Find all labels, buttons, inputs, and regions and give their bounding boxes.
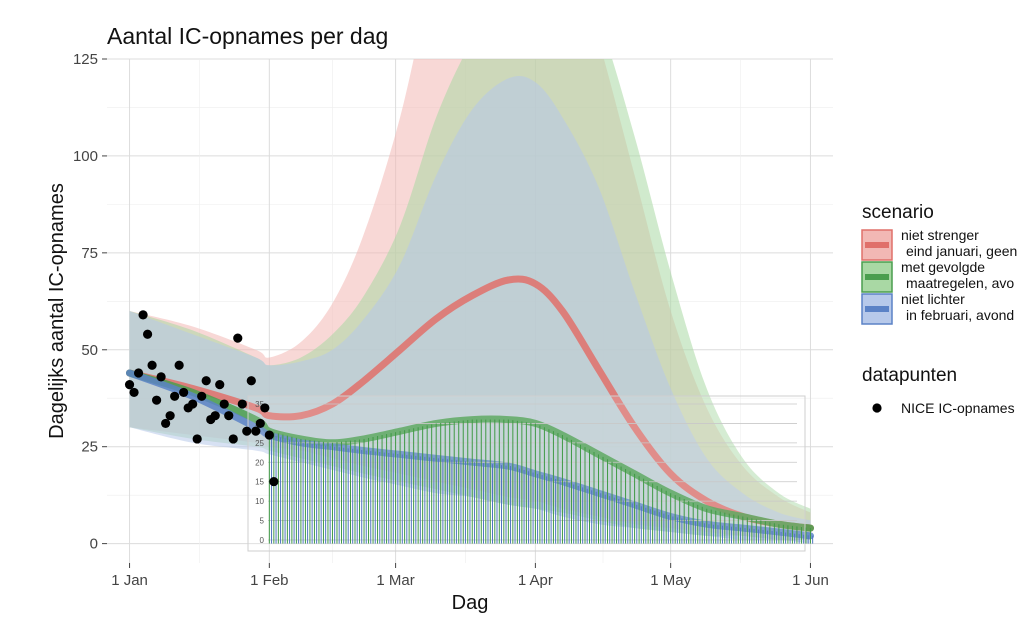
datapoint (197, 391, 207, 401)
line-niet-strenger (126, 275, 814, 532)
legend-key-datapoint (872, 403, 882, 413)
nice-datapoints (124, 310, 279, 487)
datapoint (188, 399, 198, 409)
datapoint (156, 372, 166, 382)
y-tick-label: 75 (81, 245, 98, 262)
datapoint (246, 376, 256, 386)
legend-label-niet-lichter: niet lichter (901, 291, 965, 307)
datapoint (192, 434, 202, 444)
datapoint (264, 430, 274, 440)
legend-datapunten-title: datapunten (862, 365, 957, 386)
datapoint (251, 426, 261, 436)
legend-scenario-title: scenario (862, 202, 934, 223)
legend-label-niet-strenger: niet strenger (901, 227, 979, 243)
x-tick-label: 1 Apr (518, 572, 553, 589)
datapoint (165, 411, 175, 421)
datapoint (152, 395, 162, 405)
x-tick-label: 1 Feb (250, 572, 288, 589)
x-axis-title: Dag (452, 592, 489, 614)
legend-label-cont: eind januari, geen (906, 243, 1017, 259)
datapoint (124, 380, 135, 390)
datapoint (210, 411, 220, 421)
x-tick-label: 1 Jan (111, 572, 148, 589)
y-tick-label: 50 (81, 342, 98, 359)
datapoint (147, 360, 157, 370)
datapoint (228, 434, 238, 444)
x-tick-label: 1 May (650, 572, 691, 589)
legend-label-cont: maatregelen, avo (906, 275, 1014, 291)
datapoint (170, 391, 180, 401)
inset-tick-label: 15 (255, 478, 264, 487)
legend-label-cont: in februari, avond (906, 307, 1014, 323)
inset-tick-label: 10 (255, 497, 264, 506)
y-tick-label: 0 (90, 536, 98, 553)
datapoint (179, 387, 189, 398)
y-tick-label: 100 (73, 148, 98, 165)
datapoint (233, 333, 243, 343)
inset-tick-label: 35 (255, 400, 264, 409)
inset-tick-label: 0 (260, 536, 265, 545)
datapoint (260, 403, 270, 413)
datapoint (138, 310, 148, 320)
band-niet-lichter (129, 75, 811, 544)
datapoint (129, 387, 139, 398)
chart-title: Aantal IC-opnames per dag (107, 23, 388, 49)
datapoint (142, 329, 153, 339)
datapoint (255, 418, 265, 429)
datapoint (219, 399, 229, 409)
datapoint (269, 476, 279, 487)
inset-tick-label: 5 (260, 517, 265, 526)
y-tick-label: 125 (73, 51, 98, 68)
datapoint (133, 368, 144, 378)
inset-chart: 05101520253035 (247, 395, 814, 552)
legend-label-nice: NICE IC-opnames (901, 400, 1015, 416)
datapoint (161, 418, 171, 429)
x-tick-label: 1 Mar (376, 572, 414, 589)
datapoint (224, 411, 234, 421)
y-axis-title: Dagelijks aantal IC-opnames (46, 183, 68, 439)
datapoint (215, 380, 225, 390)
y-tick-label: 25 (81, 439, 98, 456)
inset-tick-label: 25 (255, 439, 264, 448)
x-tick-label: 1 Jun (792, 572, 829, 589)
datapoint (242, 426, 252, 436)
datapoint (174, 360, 184, 370)
datapoint (237, 399, 247, 409)
datapoint (201, 376, 211, 386)
inset-tick-label: 20 (255, 458, 264, 467)
legend-label-met-gevolgde: met gevolgde (901, 259, 985, 275)
